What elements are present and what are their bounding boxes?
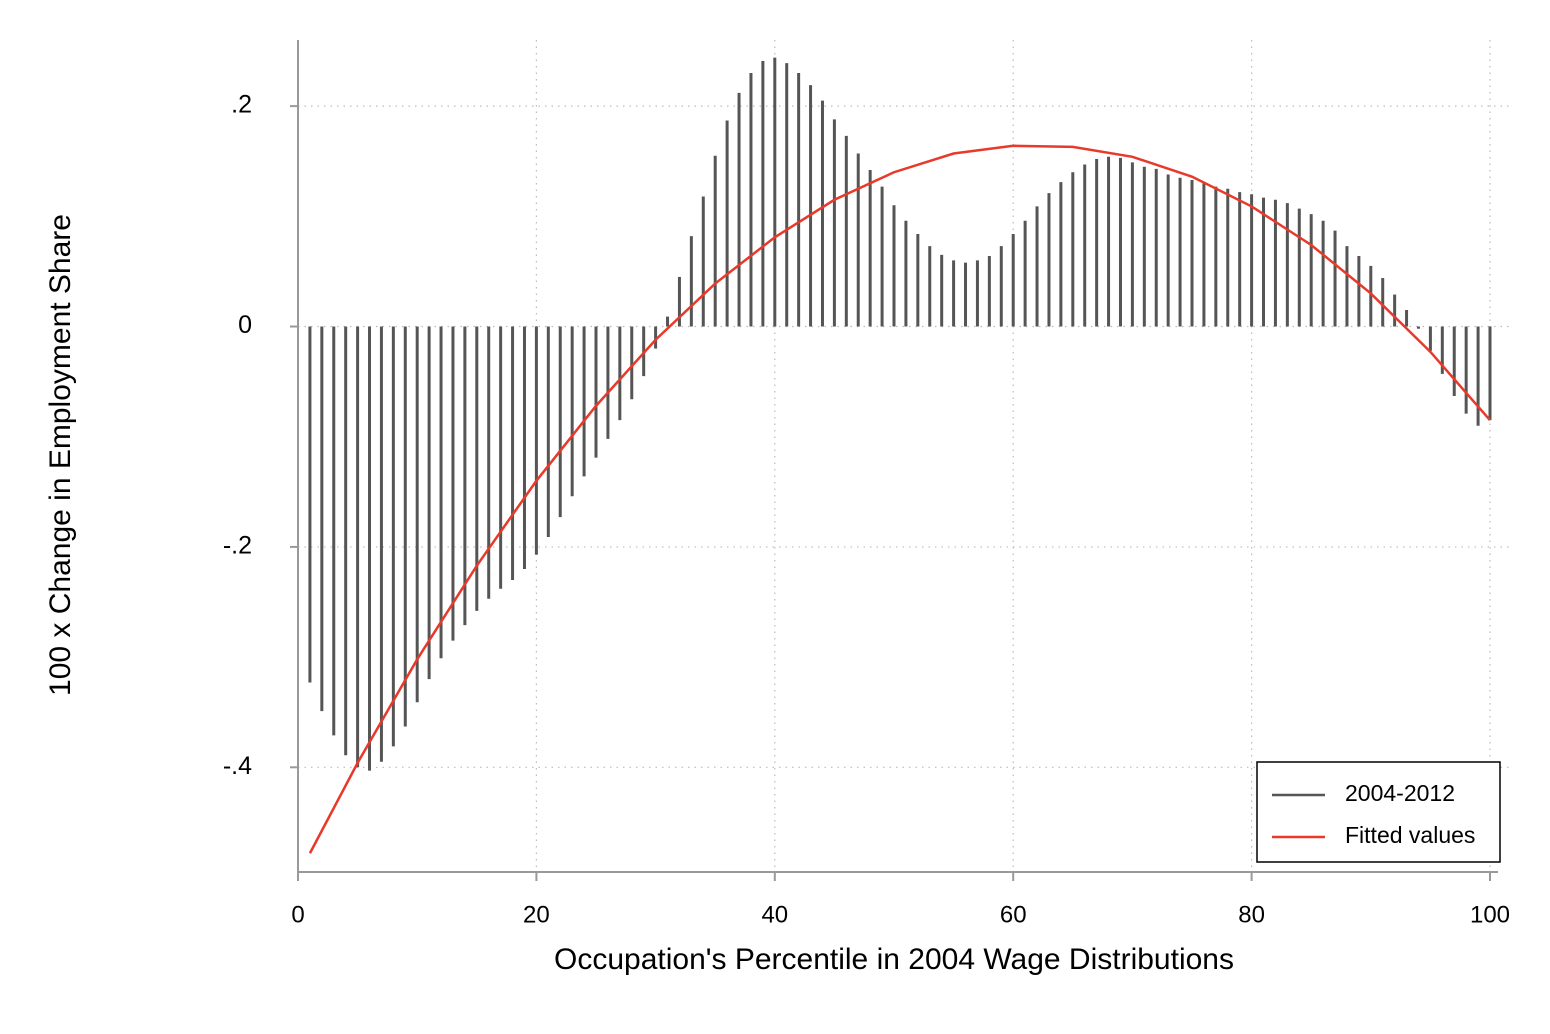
x-tick-label: 40 — [761, 901, 788, 928]
x-tick-label: 100 — [1470, 901, 1510, 928]
x-tick-label: 60 — [1000, 901, 1027, 928]
x-axis-label: Occupation's Percentile in 2004 Wage Dis… — [554, 943, 1234, 976]
legend-label: 2004-2012 — [1345, 780, 1455, 806]
x-tick-label: 0 — [291, 901, 304, 928]
y-tick-label: .2 — [231, 91, 252, 119]
y-tick-label: -.2 — [223, 532, 252, 560]
y-tick-label: 0 — [238, 311, 252, 339]
legend-box — [1256, 761, 1501, 863]
fitted-line — [308, 144, 1491, 854]
legend-label: Fitted values — [1345, 822, 1475, 848]
y-axis-label: 100 x Change in Employment Share — [44, 214, 77, 696]
y-tick-label: -.4 — [223, 752, 252, 780]
x-tick-label: 80 — [1238, 901, 1265, 928]
x-tick-label: 20 — [523, 901, 550, 928]
